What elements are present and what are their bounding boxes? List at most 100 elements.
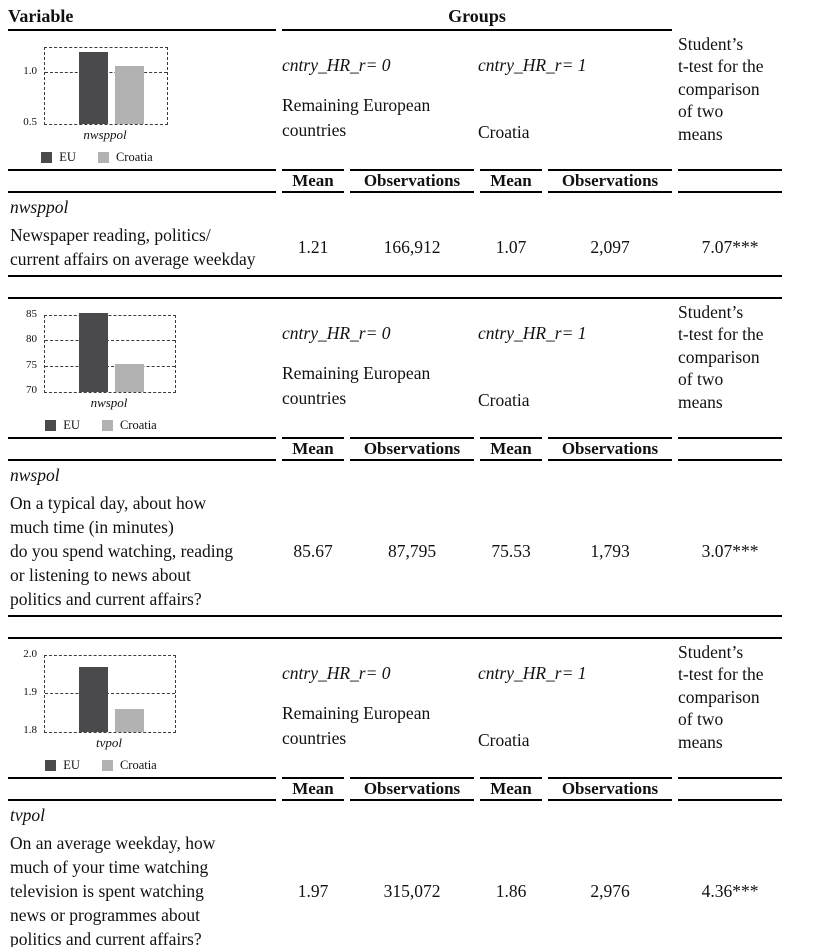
section-nwspol-header: 70 75 80 85 nwspol EU Croatia cntry_HR_r= 0 Re…	[8, 299, 782, 435]
legend-item-eu: EU	[45, 758, 80, 773]
y-tick-label: 85	[26, 308, 37, 320]
group0-name: Remaining European countries	[282, 95, 431, 140]
legend-swatch-icon	[45, 420, 57, 431]
y-tick-label: 75	[26, 358, 37, 371]
subheader-row: Mean Observations Mean Observations	[8, 437, 782, 461]
bar-croatia	[115, 709, 144, 732]
group0-name: Remaining European countries	[282, 703, 431, 748]
subheader-variable-spacer	[8, 777, 276, 801]
legend-swatch-icon	[41, 152, 53, 163]
variable-description: On a typical day, about how much time (i…	[10, 493, 234, 609]
group1-code: cntry_HR_r= 1	[478, 323, 587, 343]
section-tvpol-header: 1.8 1.9 2.0 tvpol EU Croatia cntry_HR_r= 0 Re…	[8, 639, 782, 775]
group0-block: cntry_HR_r= 0 Remaining European countri…	[282, 31, 467, 167]
group1-block: cntry_HR_r= 1 Croatia	[478, 299, 663, 435]
legend-swatch-icon	[101, 760, 113, 771]
bar-croatia	[115, 66, 144, 124]
subheader-observations-group0: Observations	[350, 437, 474, 461]
section-nwsppol: 0.5 1.0 nwsppol EU Croatia cntry_HR_r= 0 Rem…	[8, 31, 782, 277]
chart-legend: EU Croatia	[8, 150, 186, 165]
group1-code: cntry_HR_r= 1	[478, 55, 587, 75]
mean-group1: 1.86	[495, 880, 527, 901]
ttest-value: 7.07***	[701, 236, 759, 257]
legend-label: Croatia	[119, 418, 157, 432]
gridline	[45, 693, 175, 694]
legend-item-croatia: Croatia	[101, 418, 157, 433]
gridline	[45, 340, 175, 342]
observations-group1: 1,793	[590, 540, 630, 561]
mean-group0: 85.67	[293, 540, 333, 561]
ttest-value: 3.07***	[701, 540, 759, 561]
variable-name: nwspol	[10, 465, 60, 485]
bar-eu	[79, 312, 108, 392]
legend-label: Croatia	[115, 150, 153, 164]
group0-code: cntry_HR_r= 0	[282, 55, 391, 75]
ttest-column-header: Student’s t-test for the comparison of t…	[678, 302, 764, 412]
mean-group1: 1.07	[495, 236, 527, 257]
variable-description: Newspaper reading, politics/ current aff…	[10, 225, 256, 269]
legend-swatch-icon	[97, 152, 109, 163]
mean-group1: 75.53	[491, 540, 531, 561]
subheader-mean-group0: Mean	[282, 169, 344, 193]
subheader-observations-group1: Observations	[548, 437, 672, 461]
subheader-mean-group0: Mean	[282, 777, 344, 801]
y-tick-label: 1.8	[23, 724, 37, 736]
table-content: Variable Groups 0.5 1.0 nwsppol EU Croatia c…	[8, 6, 782, 947]
variable-header: Variable	[8, 6, 74, 26]
observations-group1: 2,976	[590, 880, 630, 901]
ttest-column-header: Student’s t-test for the comparison of t…	[678, 34, 764, 144]
data-row: Newspaper reading, politics/ current aff…	[8, 221, 782, 275]
variable-name: nwsppol	[10, 197, 69, 217]
section-nwsppol-header: 0.5 1.0 nwsppol EU Croatia cntry_HR_r= 0 Rem…	[8, 31, 782, 167]
groups-header: Groups	[448, 6, 506, 26]
bar-eu	[79, 667, 108, 732]
subheader-observations-group0: Observations	[350, 777, 474, 801]
group1-name: Croatia	[478, 730, 530, 750]
plot-area	[44, 655, 176, 733]
group1-block: cntry_HR_r= 1 Croatia	[478, 31, 663, 167]
chart-legend: EU Croatia	[8, 758, 194, 773]
legend-swatch-icon	[101, 420, 113, 431]
observations-group1: 2,097	[590, 236, 630, 257]
legend-label: EU	[59, 150, 76, 164]
y-tick-label: 2.0	[23, 648, 37, 660]
bar-chart-nwsppol: 0.5 1.0 nwsppol EU Croatia	[8, 43, 278, 167]
y-tick-label: 1.0	[23, 65, 37, 78]
y-tick-label: 70	[26, 384, 37, 396]
legend-item-eu: EU	[41, 150, 76, 165]
bar-chart-tvpol: 1.8 1.9 2.0 tvpol EU Croatia	[8, 648, 278, 775]
subheader-mean-group0: Mean	[282, 437, 344, 461]
subheader-ttest-spacer	[678, 169, 782, 193]
data-row: On an average weekday, how much of your …	[8, 829, 782, 947]
legend-item-croatia: Croatia	[97, 150, 153, 165]
subheader-mean-group1: Mean	[480, 169, 542, 193]
chart-legend: EU Croatia	[8, 418, 194, 433]
gridline	[45, 365, 175, 367]
subheader-ttest-spacer	[678, 777, 782, 801]
legend-label: EU	[63, 758, 80, 772]
plot-area	[44, 47, 168, 125]
bar-eu	[79, 52, 108, 124]
legend-label: EU	[63, 418, 80, 432]
group0-block: cntry_HR_r= 0 Remaining European countri…	[282, 299, 467, 435]
group1-block: cntry_HR_r= 1 Croatia	[478, 639, 663, 775]
variable-description: On an average weekday, how much of your …	[10, 833, 216, 947]
group0-block: cntry_HR_r= 0 Remaining European countri…	[282, 639, 467, 775]
group0-code: cntry_HR_r= 0	[282, 323, 391, 343]
mean-group0: 1.21	[297, 236, 329, 257]
subheader-variable-spacer	[8, 437, 276, 461]
plot-area	[44, 312, 176, 393]
legend-swatch-icon	[45, 760, 57, 771]
chart-x-label: nwsppol	[83, 127, 127, 142]
variable-name: tvpol	[10, 805, 45, 825]
subheader-row: Mean Observations Mean Observations	[8, 777, 782, 801]
variable-header-cell: Variable	[8, 6, 276, 31]
group0-name: Remaining European countries	[282, 363, 431, 408]
observations-group0: 166,912	[383, 236, 441, 257]
subheader-observations-group1: Observations	[548, 777, 672, 801]
data-row: On a typical day, about how much time (i…	[8, 489, 782, 615]
table-header-row: Variable Groups	[8, 6, 782, 31]
group1-code: cntry_HR_r= 1	[478, 663, 587, 683]
chart-x-label: nwspol	[90, 395, 128, 410]
legend-label: Croatia	[119, 758, 157, 772]
